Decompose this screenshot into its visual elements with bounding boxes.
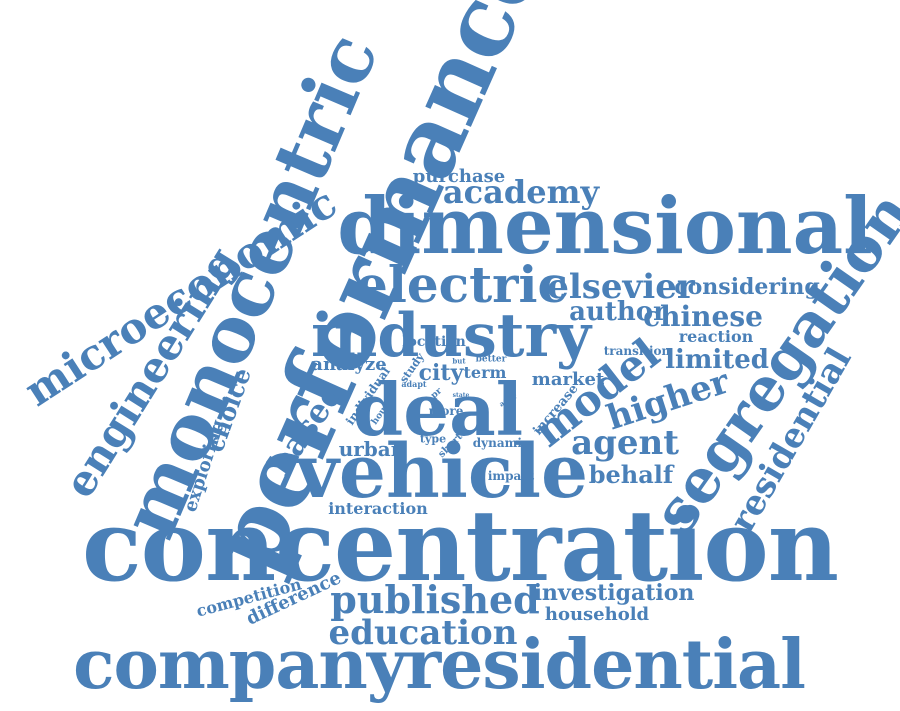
word-purchase: purchase (412, 166, 506, 187)
word-impact: impact (487, 469, 535, 483)
word-companyresidential: companyresidential (73, 625, 806, 705)
word-industry: industry (311, 301, 591, 371)
word-dynamic: dynamic (472, 436, 530, 450)
word-but: but (452, 356, 466, 366)
word-reaction: reaction (678, 327, 754, 346)
word-behalf: behalf (588, 460, 674, 489)
word-state: state (452, 392, 470, 399)
word-market: market (531, 369, 605, 390)
word-interaction: interaction (328, 499, 428, 518)
word-location: location (402, 334, 466, 350)
word-vehicle: vehicle (295, 429, 589, 515)
word-dimensional: dimensional (337, 181, 873, 272)
word-adapt: adapt (401, 379, 427, 389)
word-electric: electric (356, 255, 568, 314)
word-urban: urban (338, 437, 406, 461)
word-concentration: concentration (81, 489, 839, 604)
word-deal: deal (352, 367, 524, 452)
word-published: published (330, 577, 540, 622)
word-term: term (463, 363, 507, 382)
word-type: type (419, 432, 447, 446)
word-elsevier: elsevier (547, 267, 695, 307)
word-chinese: chinese (643, 300, 763, 333)
word-analyze: analyze (311, 354, 387, 375)
word-academy: academy (442, 173, 600, 211)
word-author: author (569, 297, 667, 327)
word-investigation: investigation (533, 580, 695, 606)
word-city: city (418, 360, 464, 386)
word-considering: considering (674, 274, 820, 300)
word-better: better (475, 354, 507, 365)
word-agent: agent (571, 423, 679, 463)
word-limited: limited (665, 345, 769, 375)
word-transition: transition (603, 344, 671, 358)
word-more: more (428, 404, 464, 418)
word-household: household (544, 604, 650, 625)
word-education: education (328, 613, 518, 653)
